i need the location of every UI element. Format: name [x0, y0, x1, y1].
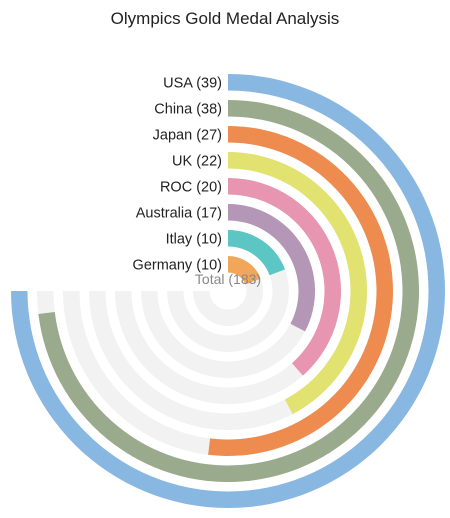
category-label: Australia (17)	[136, 205, 222, 221]
chart-title: Olympics Gold Medal Analysis	[110, 9, 340, 28]
category-label: Germany (10)	[133, 257, 222, 273]
category-label: USA (39)	[163, 75, 222, 91]
ring-bar[interactable]	[228, 152, 368, 415]
category-label: Itlay (10)	[166, 231, 222, 247]
category-label: China (38)	[154, 101, 222, 117]
ring-bar[interactable]	[228, 256, 261, 285]
ring-bar[interactable]	[228, 204, 315, 332]
category-label: Japan (27)	[153, 127, 222, 143]
total-label: Total (183)	[195, 271, 261, 287]
category-label: UK (22)	[172, 153, 222, 169]
category-label: ROC (20)	[160, 179, 222, 195]
ring-bar[interactable]	[228, 178, 342, 376]
ring-bar[interactable]	[228, 230, 286, 276]
